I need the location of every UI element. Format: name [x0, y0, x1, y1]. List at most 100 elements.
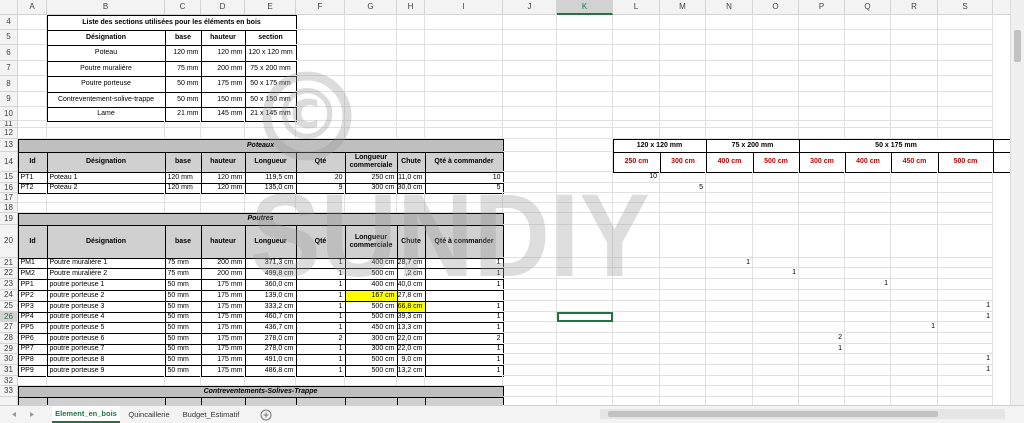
empty-cell[interactable]: [753, 76, 799, 92]
empty-cell[interactable]: [345, 203, 397, 213]
empty-cell[interactable]: [397, 128, 425, 139]
column-header[interactable]: R: [891, 0, 938, 15]
empty-cell[interactable]: [18, 76, 47, 92]
empty-cell[interactable]: [706, 333, 753, 344]
empty-cell[interactable]: [753, 258, 799, 268]
empty-cell[interactable]: [613, 61, 660, 76]
select-all[interactable]: [0, 0, 18, 15]
empty-cell[interactable]: [345, 30, 397, 45]
empty-cell[interactable]: [425, 376, 503, 386]
cell[interactable]: 1: [424, 364, 504, 377]
empty-cell[interactable]: [845, 121, 891, 128]
empty-cell[interactable]: [799, 107, 845, 121]
next-sheet[interactable]: [30, 412, 34, 417]
empty-cell[interactable]: [845, 225, 891, 258]
empty-cell[interactable]: [201, 193, 245, 203]
empty-cell[interactable]: [660, 203, 706, 213]
empty-cell[interactable]: [799, 193, 845, 203]
row-header[interactable]: 23: [0, 279, 18, 290]
empty-cell[interactable]: [891, 128, 938, 139]
empty-cell[interactable]: [557, 354, 613, 365]
row-header[interactable]: 28: [0, 333, 18, 344]
empty-cell[interactable]: [799, 76, 845, 92]
empty-cell[interactable]: [397, 107, 425, 121]
empty-cell[interactable]: [557, 45, 613, 61]
empty-cell[interactable]: [503, 344, 557, 354]
empty-cell[interactable]: [799, 312, 845, 322]
empty-cell[interactable]: [799, 203, 845, 213]
empty-cell[interactable]: [660, 333, 706, 344]
empty-cell[interactable]: [799, 354, 845, 365]
cell[interactable]: Qté à commander: [424, 224, 504, 259]
empty-cell[interactable]: [557, 107, 613, 121]
empty-cell[interactable]: [706, 225, 753, 258]
empty-cell[interactable]: [938, 344, 993, 354]
cell[interactable]: Poutre porteuse: [46, 75, 166, 93]
empty-cell[interactable]: [799, 225, 845, 258]
empty-cell[interactable]: [891, 354, 938, 365]
empty-cell[interactable]: [753, 203, 799, 213]
empty-cell[interactable]: [799, 301, 845, 312]
empty-cell[interactable]: [18, 30, 47, 45]
empty-cell[interactable]: [503, 397, 557, 405]
empty-cell[interactable]: [613, 386, 660, 397]
row-header[interactable]: 17: [0, 193, 18, 203]
empty-cell[interactable]: [557, 128, 613, 139]
empty-cell[interactable]: [503, 172, 557, 183]
empty-cell[interactable]: [503, 183, 557, 193]
empty-cell[interactable]: [503, 301, 557, 312]
empty-cell[interactable]: [891, 45, 938, 61]
empty-cell[interactable]: [706, 312, 753, 322]
empty-cell[interactable]: [557, 139, 613, 152]
cell[interactable]: hauteur: [200, 151, 246, 173]
empty-cell[interactable]: [503, 290, 557, 301]
empty-cell[interactable]: [557, 268, 613, 279]
cell[interactable]: 2: [799, 333, 845, 344]
cell[interactable]: Id: [17, 396, 48, 405]
empty-cell[interactable]: [557, 225, 613, 258]
empty-cell[interactable]: [503, 333, 557, 344]
cell[interactable]: 75 x 200 mm: [705, 138, 800, 153]
empty-cell[interactable]: [345, 121, 397, 128]
empty-cell[interactable]: [18, 107, 47, 121]
empty-cell[interactable]: [245, 203, 296, 213]
empty-cell[interactable]: [660, 290, 706, 301]
empty-cell[interactable]: [18, 128, 47, 139]
empty-cell[interactable]: [296, 107, 345, 121]
empty-cell[interactable]: [938, 322, 993, 333]
empty-cell[interactable]: [165, 193, 201, 203]
empty-cell[interactable]: [660, 344, 706, 354]
empty-cell[interactable]: [992, 138, 1010, 153]
row-header[interactable]: 12: [0, 128, 18, 139]
cell[interactable]: 9: [295, 182, 346, 194]
empty-cell[interactable]: [397, 203, 425, 213]
empty-cell[interactable]: [706, 203, 753, 213]
empty-cell[interactable]: [891, 76, 938, 92]
empty-cell[interactable]: [613, 333, 660, 344]
empty-cell[interactable]: [557, 92, 613, 107]
empty-cell[interactable]: [891, 376, 938, 386]
cell[interactable]: Poutre muralière: [46, 60, 166, 77]
empty-cell[interactable]: [753, 397, 799, 405]
empty-cell[interactable]: [845, 213, 891, 225]
empty-cell[interactable]: [557, 386, 613, 397]
empty-cell[interactable]: [938, 183, 993, 193]
empty-cell[interactable]: [557, 213, 613, 225]
row-header[interactable]: 7: [0, 61, 18, 76]
empty-cell[interactable]: [660, 121, 706, 128]
empty-cell[interactable]: [753, 61, 799, 76]
empty-cell[interactable]: [296, 76, 345, 92]
cell[interactable]: Désignation: [46, 224, 166, 259]
empty-cell[interactable]: [845, 203, 891, 213]
vertical-scrollbar[interactable]: [1010, 0, 1024, 405]
empty-cell[interactable]: [613, 213, 660, 225]
horizontal-scrollbar[interactable]: [600, 409, 1005, 419]
empty-cell[interactable]: [425, 121, 503, 128]
empty-cell[interactable]: [557, 290, 613, 301]
empty-cell[interactable]: [660, 268, 706, 279]
empty-cell[interactable]: [660, 213, 706, 225]
empty-cell[interactable]: [345, 128, 397, 139]
cell[interactable]: Désignation: [46, 151, 166, 173]
cell[interactable]: 120 mm: [200, 182, 246, 194]
cell[interactable]: 1: [938, 365, 993, 376]
